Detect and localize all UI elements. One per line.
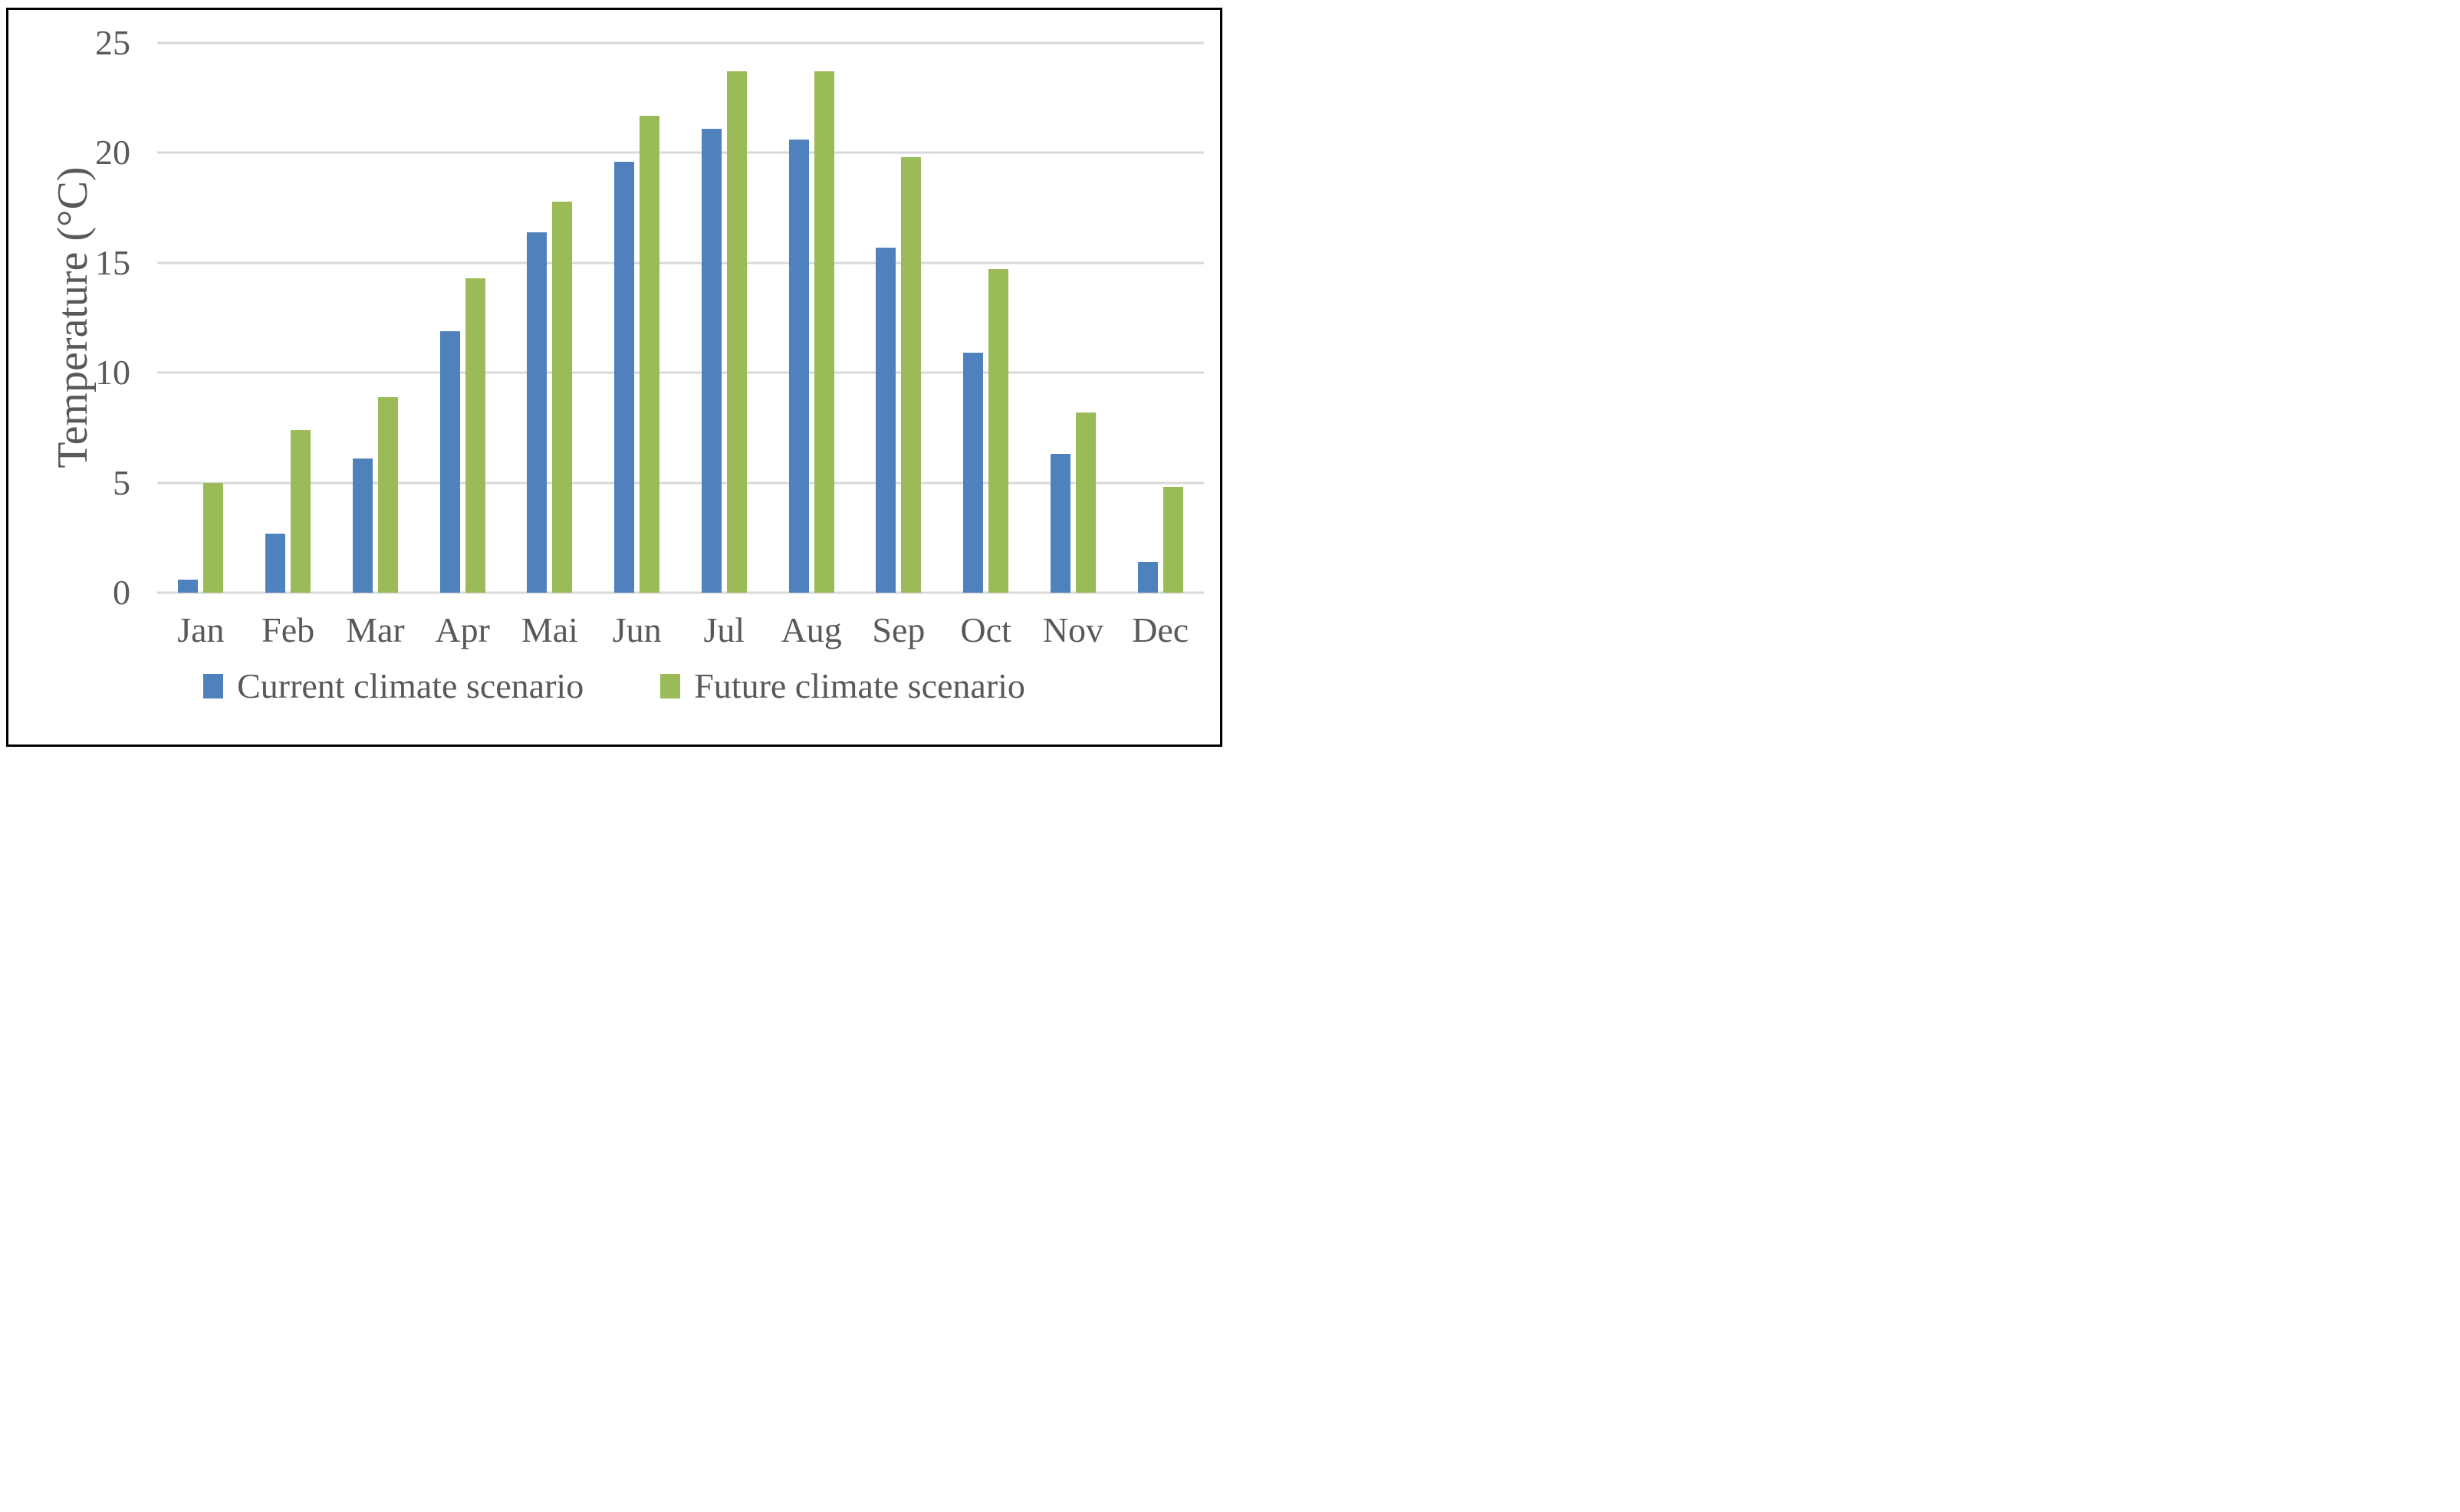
y-tick-label-25: 25 xyxy=(95,23,130,62)
bar-group-sep xyxy=(855,43,942,593)
legend-label-current: Current climate scenario xyxy=(237,666,584,705)
bar-group-jan xyxy=(157,43,245,593)
x-axis-month-labels: Jan Feb Mar Apr Mai Jun Jul Aug Sep Oct Nov Dec xyxy=(157,610,1204,650)
bar-current-jan xyxy=(178,579,199,593)
x-label-jul: Jul xyxy=(703,610,745,649)
legend: Current climate scenario Future climate … xyxy=(6,666,1222,706)
bar-future-sep xyxy=(901,157,922,593)
bar-future-jun xyxy=(640,115,660,593)
x-label-feb: Feb xyxy=(261,610,315,649)
climate-bar-chart-figure: Temperature (°C) 0 5 10 15 20 25 Jan Feb Mar Apr… xyxy=(0,0,1230,756)
bar-future-apr xyxy=(465,278,485,593)
gridline-25 xyxy=(157,41,1204,44)
bar-group-apr xyxy=(419,43,506,593)
bar-current-feb xyxy=(265,533,286,593)
bar-group-mar xyxy=(332,43,419,593)
bar-current-apr xyxy=(439,330,460,593)
y-tick-label-20: 20 xyxy=(95,133,130,173)
bar-current-mai xyxy=(527,232,548,593)
bar-group-feb xyxy=(245,43,332,593)
y-tick-label-10: 10 xyxy=(95,353,130,393)
y-tick-label-0: 0 xyxy=(113,573,130,612)
x-label-oct: Oct xyxy=(960,610,1011,649)
gridline-15 xyxy=(157,261,1204,265)
gridline-5 xyxy=(157,482,1204,485)
legend-item-current: Current climate scenario xyxy=(203,666,584,706)
gridline-20 xyxy=(157,151,1204,154)
x-label-sep: Sep xyxy=(872,610,926,649)
legend-swatch-current-icon xyxy=(203,673,224,698)
bar-current-jun xyxy=(614,161,635,593)
bar-group-nov xyxy=(1030,43,1117,593)
plot-area xyxy=(157,41,1204,594)
bar-current-oct xyxy=(963,353,984,593)
legend-label-future: Future climate scenario xyxy=(694,666,1025,705)
bar-future-nov xyxy=(1075,412,1096,593)
bar-future-aug xyxy=(814,71,834,593)
gridline-0 xyxy=(157,591,1204,594)
bar-current-mar xyxy=(352,459,373,593)
bar-series-container xyxy=(157,43,1204,593)
y-tick-label-15: 15 xyxy=(95,242,130,282)
bar-current-nov xyxy=(1050,454,1070,593)
bar-future-mar xyxy=(377,396,398,593)
bar-future-jan xyxy=(203,482,224,593)
bar-current-aug xyxy=(788,140,809,593)
bar-group-jun xyxy=(594,43,681,593)
bar-future-oct xyxy=(988,269,1009,593)
bar-current-sep xyxy=(876,247,896,593)
x-label-mai: Mai xyxy=(521,610,578,649)
x-label-aug: Aug xyxy=(781,610,842,649)
x-label-jan: Jan xyxy=(177,610,225,649)
x-label-apr: Apr xyxy=(435,610,490,649)
chart-outer-border xyxy=(6,8,1222,747)
bar-group-dec xyxy=(1117,43,1204,593)
gridline-10 xyxy=(157,371,1204,374)
x-label-jun: Jun xyxy=(612,610,662,649)
bar-future-jul xyxy=(726,71,747,593)
bar-future-feb xyxy=(291,429,311,593)
x-label-mar: Mar xyxy=(346,610,405,649)
bar-current-jul xyxy=(701,128,722,593)
bar-group-mai xyxy=(506,43,594,593)
x-label-nov: Nov xyxy=(1042,610,1103,649)
bar-group-aug xyxy=(768,43,855,593)
bar-group-jul xyxy=(681,43,768,593)
y-tick-label-5: 5 xyxy=(113,462,130,502)
bar-future-dec xyxy=(1163,487,1183,593)
legend-swatch-future-icon xyxy=(660,673,681,698)
bar-future-mai xyxy=(552,201,573,593)
x-label-dec: Dec xyxy=(1132,610,1189,649)
legend-item-future: Future climate scenario xyxy=(660,666,1025,706)
bar-group-oct xyxy=(942,43,1030,593)
bar-current-dec xyxy=(1137,561,1158,593)
y-axis-tick-labels: 0 5 10 15 20 25 xyxy=(31,25,130,610)
